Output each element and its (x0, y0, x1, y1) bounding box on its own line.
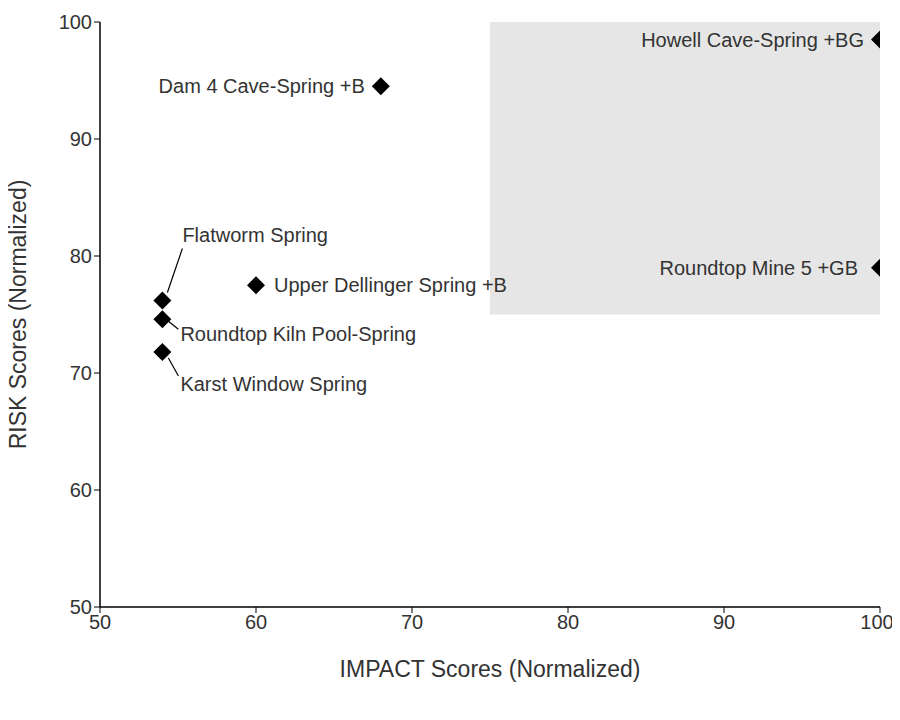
svg-text:60: 60 (70, 479, 92, 501)
svg-text:60: 60 (245, 611, 267, 633)
svg-text:IMPACT Scores (Normalized): IMPACT Scores (Normalized) (340, 656, 641, 682)
svg-text:100: 100 (860, 611, 892, 633)
svg-text:Howell Cave-Spring +BG: Howell Cave-Spring +BG (641, 29, 864, 51)
svg-text:70: 70 (401, 611, 423, 633)
svg-text:80: 80 (70, 245, 92, 267)
svg-text:Roundtop Mine 5 +GB: Roundtop Mine 5 +GB (660, 257, 858, 279)
svg-text:Roundtop Kiln Pool-Spring: Roundtop Kiln Pool-Spring (180, 323, 416, 345)
svg-text:80: 80 (557, 611, 579, 633)
svg-text:Upper Dellinger Spring +B: Upper Dellinger Spring +B (274, 274, 507, 296)
svg-text:50: 50 (89, 611, 111, 633)
svg-text:90: 90 (70, 128, 92, 150)
svg-text:RISK Scores (Normalized): RISK Scores (Normalized) (8, 180, 31, 450)
svg-text:50: 50 (70, 596, 92, 618)
svg-text:Dam 4 Cave-Spring +B: Dam 4 Cave-Spring +B (159, 75, 365, 97)
svg-text:100: 100 (59, 11, 92, 33)
svg-text:90: 90 (713, 611, 735, 633)
svg-text:Flatworm Spring: Flatworm Spring (182, 224, 328, 246)
svg-text:70: 70 (70, 362, 92, 384)
svg-text:Karst Window Spring: Karst Window Spring (180, 373, 367, 395)
